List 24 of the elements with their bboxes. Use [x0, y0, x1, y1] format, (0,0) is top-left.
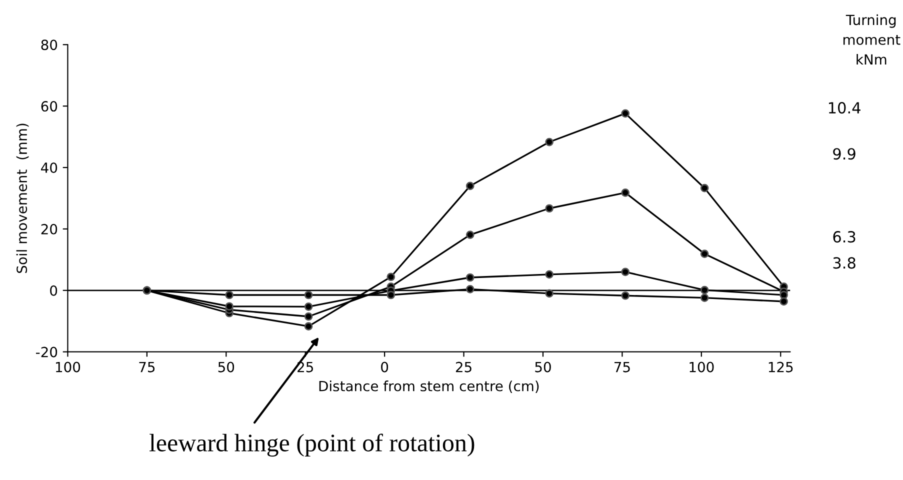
text: 10.4: [828, 102, 860, 114]
y-tick-label: 20: [41, 224, 58, 234]
y-tick-label: 0: [50, 285, 58, 296]
y-axis-title: Soil movement (mm): [16, 124, 29, 273]
x-tick-label: 25: [456, 362, 472, 372]
x-tick-label: 125: [768, 362, 793, 372]
text: leeward hinge (point of rotation): [149, 434, 474, 457]
text: 6.3: [833, 231, 856, 243]
x-tick-label: 50: [218, 362, 234, 372]
x-tick-label: 75: [139, 362, 155, 372]
x-tick-label: 100: [56, 362, 80, 372]
x-tick-label: 75: [614, 362, 630, 372]
text: 3.8: [833, 257, 856, 269]
x-tick-label: 50: [535, 362, 551, 372]
text: 9.9: [833, 148, 856, 160]
x-tick-label: 0: [381, 362, 388, 372]
y-tick-label: 80: [41, 40, 58, 50]
legend-title: Turning moment kNm: [843, 14, 900, 64]
y-tick-label: 40: [41, 162, 58, 173]
y-tick-label: -20: [36, 346, 58, 358]
x-axis-title: Distance from stem centre (cm): [319, 380, 539, 393]
x-tick-label: 25: [298, 362, 313, 372]
y-tick-label: 60: [41, 101, 58, 112]
x-tick-label: 100: [690, 362, 714, 372]
